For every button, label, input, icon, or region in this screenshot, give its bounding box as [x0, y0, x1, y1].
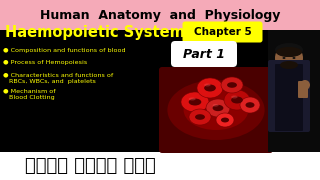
- Ellipse shape: [212, 105, 223, 111]
- FancyBboxPatch shape: [0, 152, 320, 180]
- Text: Haemopoietic System: Haemopoietic System: [5, 24, 185, 39]
- Ellipse shape: [216, 113, 234, 127]
- FancyBboxPatch shape: [268, 30, 320, 152]
- Ellipse shape: [195, 114, 205, 120]
- FancyBboxPatch shape: [268, 60, 310, 132]
- FancyBboxPatch shape: [159, 67, 273, 153]
- Text: ● Composition and functions of blood: ● Composition and functions of blood: [3, 48, 126, 53]
- Ellipse shape: [189, 98, 201, 105]
- Text: ● Mechanism of
   Blood Clotting: ● Mechanism of Blood Clotting: [3, 88, 56, 100]
- Ellipse shape: [280, 61, 298, 69]
- Ellipse shape: [197, 78, 223, 98]
- Ellipse shape: [283, 57, 285, 59]
- Ellipse shape: [231, 96, 238, 98]
- Ellipse shape: [167, 80, 265, 140]
- Ellipse shape: [221, 118, 229, 122]
- Ellipse shape: [206, 99, 230, 117]
- Ellipse shape: [181, 92, 209, 112]
- Ellipse shape: [204, 84, 216, 91]
- Ellipse shape: [292, 57, 295, 59]
- Ellipse shape: [221, 77, 243, 93]
- Circle shape: [275, 44, 303, 72]
- Ellipse shape: [227, 82, 237, 88]
- Ellipse shape: [240, 97, 260, 113]
- Circle shape: [300, 80, 310, 90]
- Ellipse shape: [224, 90, 250, 110]
- Ellipse shape: [212, 104, 219, 107]
- FancyBboxPatch shape: [0, 0, 320, 30]
- FancyBboxPatch shape: [171, 41, 237, 67]
- Text: ● Process of Hemopoiesis: ● Process of Hemopoiesis: [3, 60, 87, 65]
- Text: आसान भाषा में: आसान भाषा में: [25, 157, 156, 175]
- Ellipse shape: [184, 90, 248, 130]
- Ellipse shape: [189, 109, 211, 125]
- FancyBboxPatch shape: [298, 81, 308, 98]
- Text: Part 1: Part 1: [183, 48, 225, 60]
- Text: Chapter 5: Chapter 5: [194, 27, 252, 37]
- Ellipse shape: [189, 98, 196, 100]
- Text: ● Characteristics and functions of
   RBCs, WBCs, and  platelets: ● Characteristics and functions of RBCs,…: [3, 72, 113, 84]
- FancyBboxPatch shape: [182, 21, 262, 42]
- Ellipse shape: [204, 84, 211, 87]
- Ellipse shape: [231, 96, 243, 103]
- Ellipse shape: [245, 102, 254, 108]
- FancyBboxPatch shape: [275, 64, 303, 131]
- Ellipse shape: [276, 47, 302, 57]
- Text: Human  Anatomy  and  Physiology: Human Anatomy and Physiology: [40, 8, 280, 21]
- Ellipse shape: [275, 43, 303, 57]
